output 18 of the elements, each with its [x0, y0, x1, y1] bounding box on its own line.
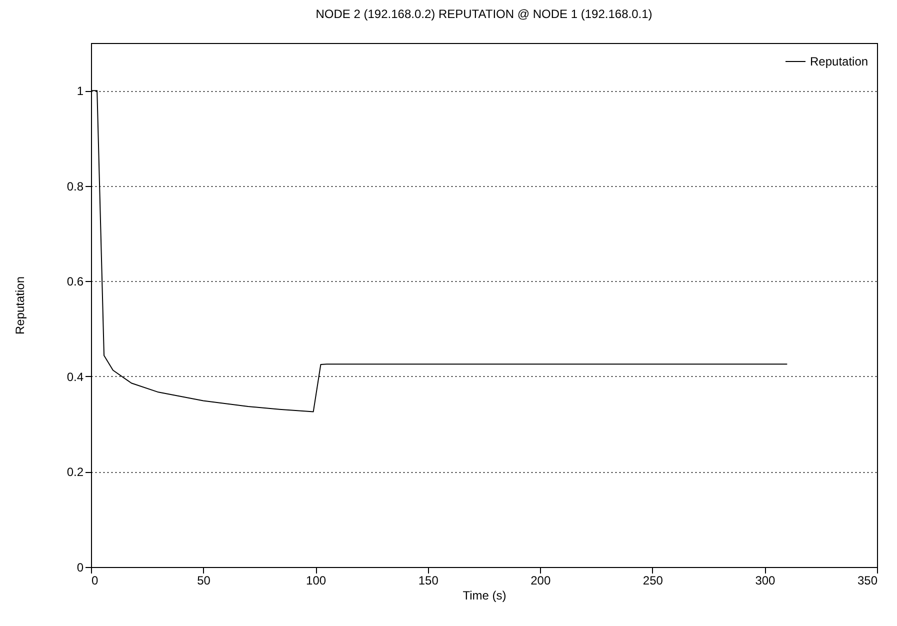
y-tick-label: 0.8: [66, 179, 84, 194]
x-axis-title: Time (s): [462, 588, 506, 602]
x-tick-label: 300: [755, 574, 776, 588]
y-tick-label: 0.2: [66, 465, 84, 480]
x-tick-label: 250: [642, 574, 664, 588]
x-tick-label: 150: [418, 574, 439, 588]
y-tick-label: 0.4: [66, 370, 84, 384]
y-tick-label: 0: [76, 560, 84, 574]
y-tick-label: 1: [76, 84, 84, 98]
x-tick-label: 350: [857, 574, 878, 588]
chart-title: NODE 2 (192.168.0.2) REPUTATION @ NODE 1 (192.168.0.1): [316, 7, 652, 21]
x-tick-label: 50: [197, 574, 211, 588]
x-tick-label: 100: [306, 574, 326, 588]
y-tick-label: 0.6: [66, 274, 84, 289]
x-tick-label: 0: [92, 574, 98, 588]
legend-label: Reputation: [810, 54, 868, 68]
y-axis-title: Reputation: [12, 276, 27, 335]
x-tick-label: 200: [530, 574, 551, 588]
